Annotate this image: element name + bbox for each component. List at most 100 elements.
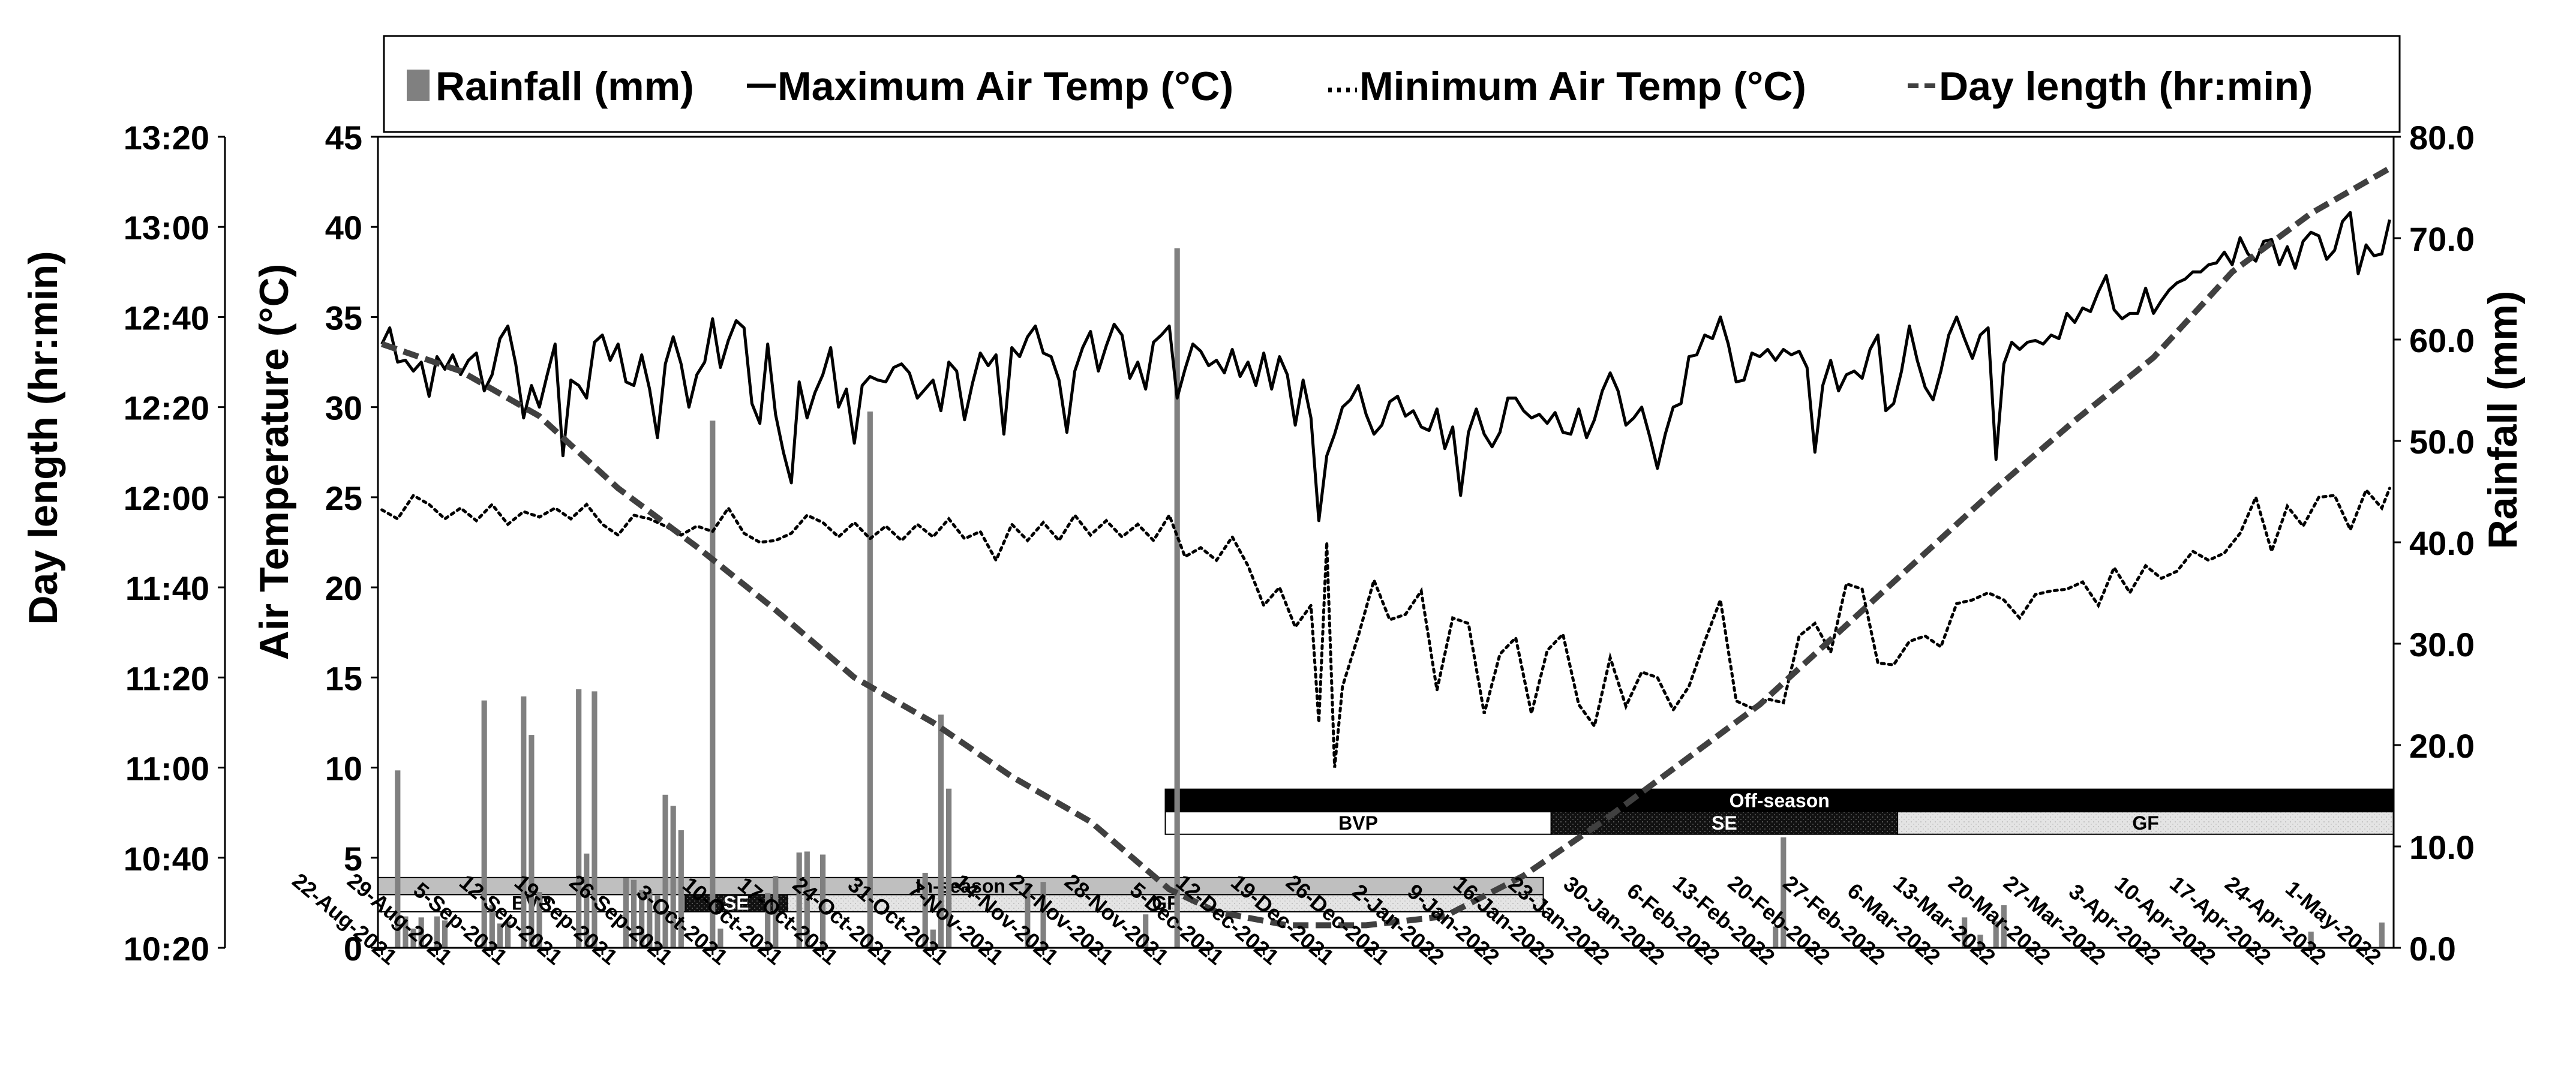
axes: 10:20 10:40 11:00 11:20 11:40 12:00 12:20 12:40… [124, 119, 2475, 969]
rainfall-bar-33 [930, 929, 936, 948]
rainfall-bar-5 [442, 920, 448, 948]
rainfall-bar-26 [765, 893, 771, 948]
rainfall-bar-7 [489, 905, 495, 948]
daylength-tick-label-7: 12:40 [124, 299, 209, 337]
min-temp-line [380, 487, 2391, 768]
rainfall-bar-24 [710, 421, 716, 948]
rain-tick-label-7: 70.0 [2409, 220, 2475, 258]
rainfall-bar-0 [395, 770, 401, 948]
temp-tick-label-1: 5 [344, 840, 362, 878]
temperature-axis-label: Air Temperature (°C) [251, 264, 297, 660]
legend-rainfall-swatch [407, 70, 430, 101]
temp-tick-label-7: 35 [325, 299, 362, 337]
rainfall-bar-6 [481, 700, 487, 948]
rainfall-bar-37 [1040, 882, 1046, 948]
rainfall-bar-45 [2001, 905, 2007, 948]
stage-label-0-2: GF [1152, 893, 1178, 914]
rainfall-bar-39 [1174, 248, 1180, 948]
daylength-line [380, 166, 2391, 929]
daylength-tick-label-5: 12:00 [124, 479, 209, 517]
rainfall-bar-2 [410, 928, 416, 948]
series-lines [380, 166, 2391, 929]
temp-tick-label-3: 15 [325, 659, 362, 697]
rainfall-bar-18 [639, 890, 645, 948]
rainfall-bar-16 [623, 878, 629, 948]
rainfall-bar-11 [529, 735, 535, 948]
season-label-0: In-season [916, 875, 1005, 897]
stage-bar-1-2 [1897, 811, 2394, 835]
rainfall-bar-29 [804, 851, 810, 948]
rainfall-bars [395, 248, 2385, 948]
rainfall-bar-14 [584, 853, 590, 948]
daylength-tick-label-2: 11:00 [125, 750, 209, 788]
daylength-tick-label-4: 11:40 [125, 569, 209, 607]
rainfall-bar-30 [819, 854, 826, 948]
rainfall-bar-8 [497, 923, 503, 948]
daylength-tick-label-3: 11:20 [125, 659, 209, 697]
rainfall-bar-38 [1143, 914, 1149, 948]
rainfall-bar-31 [867, 411, 873, 948]
rainfall-bar-3 [418, 917, 424, 948]
rain-tick-label-0: 0.0 [2409, 930, 2456, 968]
daylength-axis-label: Day length (hr:min) [20, 251, 66, 624]
stage-label-1-2: GF [2132, 812, 2158, 834]
rain-tick-label-5: 50.0 [2409, 423, 2475, 461]
rainfall-bar-20 [654, 895, 660, 948]
season-label-1: Off-season [1730, 789, 1830, 811]
stage-bar-0-2 [786, 894, 1544, 912]
temp-tick-label-9: 45 [325, 119, 362, 157]
rain-tick-label-4: 40.0 [2409, 524, 2475, 562]
rainfall-bar-46 [2308, 931, 2314, 948]
rainfall-bar-27 [773, 876, 779, 948]
daylength-tick-label-6: 12:20 [124, 389, 209, 427]
legend-daylength-label: Day length (hr:min) [1939, 64, 2313, 109]
outer-left-ticks: 10:20 10:40 11:00 11:20 11:40 12:00 12:20 12:40… [124, 119, 225, 968]
rainfall-bar-40 [1773, 926, 1779, 948]
daylength-tick-label-1: 10:40 [124, 840, 209, 878]
rainfall-bar-21 [662, 794, 668, 948]
rainfall-bar-9 [505, 921, 511, 948]
rainfall-bar-35 [945, 788, 952, 948]
legend-max-temp-label: Maximum Air Temp (°C) [777, 64, 1233, 109]
daylength-tick-label-9: 13:20 [124, 119, 209, 157]
right-ticks: 0.0 10.0 20.0 30.0 40.0 50.0 60.0 70.0 80.0 [2394, 119, 2475, 968]
rainfall-bar-28 [796, 852, 802, 948]
stage-label-1-0: BVP [1338, 812, 1378, 834]
rainfall-axis-label: Rainfall (mm) [2480, 291, 2526, 549]
inner-left-ticks: 0 5 10 15 20 25 30 35 40 45 [325, 119, 378, 968]
rainfall-bar-15 [592, 691, 598, 948]
rainfall-bar-10 [521, 696, 527, 948]
rain-tick-label-3: 30.0 [2409, 626, 2475, 663]
rainfall-bar-22 [670, 806, 676, 948]
stage-label-1-1: SE [1712, 812, 1737, 834]
rainfall-bar-32 [922, 872, 928, 948]
rainfall-bar-12 [536, 892, 542, 948]
rain-tick-label-8: 80.0 [2409, 119, 2475, 157]
rainfall-bar-23 [678, 830, 684, 948]
temp-tick-label-6: 30 [325, 389, 362, 427]
rainfall-bar-13 [576, 689, 582, 948]
temp-tick-label-2: 10 [325, 750, 362, 788]
legend-box [383, 35, 2401, 133]
legend-rainfall-label: Rainfall (mm) [436, 64, 694, 109]
rainfall-bar-44 [1993, 921, 1999, 948]
rainfall-bar-36 [1025, 882, 1031, 948]
rainfall-bar-1 [403, 916, 409, 948]
temp-tick-label-4: 20 [325, 569, 362, 607]
rain-tick-label-1: 10.0 [2409, 828, 2475, 866]
daylength-tick-label-8: 13:00 [124, 209, 209, 247]
rainfall-bar-41 [1781, 837, 1787, 948]
legend-min-temp-label: Minimum Air Temp (°C) [1359, 64, 1806, 109]
rainfall-bar-4 [434, 916, 440, 948]
temp-tick-label-8: 40 [325, 209, 362, 247]
max-temp-line [380, 211, 2391, 523]
rainfall-bar-42 [1962, 917, 1968, 948]
rainfall-bar-34 [938, 714, 944, 948]
stage-label-0-1: SE [723, 893, 749, 914]
temp-tick-label-0: 0 [344, 930, 362, 968]
legend: Rainfall (mm) Maximum Air Temp (°C) Mini… [383, 35, 2401, 133]
rainfall-bar-17 [631, 879, 637, 948]
rainfall-bar-25 [717, 928, 723, 948]
temp-tick-label-5: 25 [325, 479, 362, 517]
